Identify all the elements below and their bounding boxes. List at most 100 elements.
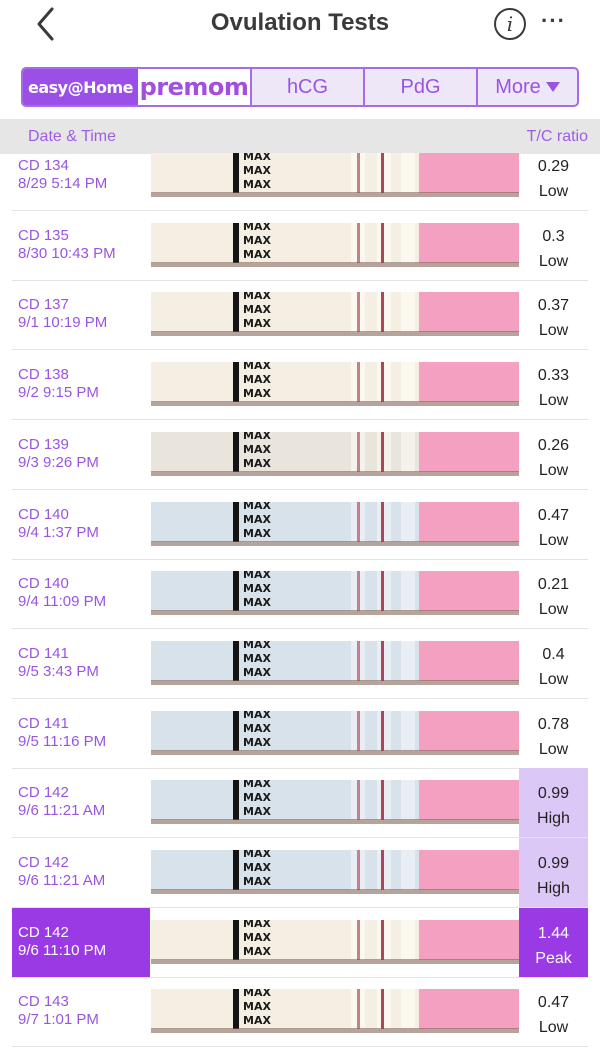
max-marker: MAX MAX MAX [243,780,271,818]
tc-ratio-value: 0.47 [537,507,570,524]
row-divider [12,698,588,699]
row-date-label: CD 142 9/6 11:21 AM [12,838,150,907]
test-row[interactable]: CD 143 9/7 1:01 PM MAX MAX MAX 0.47 Low [0,977,600,1047]
row-date-label: CD 142 9/6 11:21 AM [12,768,150,837]
tc-ratio-cell: 0.26 Low [519,420,588,489]
row-divider [12,1046,588,1047]
max-marker: MAX MAX MAX [243,362,271,400]
test-strip-image[interactable]: MAX MAX MAX [151,711,519,755]
test-strip-image[interactable]: MAX MAX MAX [151,641,519,685]
lh-level: Low [538,1019,569,1036]
test-strip-image[interactable]: MAX MAX MAX [151,223,519,267]
test-row[interactable]: CD 139 9/3 9:26 PM MAX MAX MAX 0.26 Low [0,420,600,490]
back-chevron-icon[interactable] [30,6,62,42]
test-row[interactable]: CD 142 9/6 11:21 AM MAX MAX MAX 0.99 High [0,838,600,908]
info-icon[interactable]: i [494,8,526,40]
tab-easy-at-home[interactable]: easy@Home [23,69,138,105]
row-divider [12,280,588,281]
test-strip-image[interactable]: MAX MAX MAX [151,292,519,336]
test-strip-image[interactable]: MAX MAX MAX [151,920,519,964]
lh-level: Low [538,392,569,409]
cycle-day: CD 143 [18,993,69,1010]
row-divider [12,628,588,629]
lh-level: Low [538,532,569,549]
tc-ratio-value: 0.21 [537,576,570,593]
tab-pdg[interactable]: PdG [363,69,476,105]
test-strip-image[interactable]: MAX MAX MAX [151,362,519,406]
tc-ratio-cell: 0.4 Low [519,629,588,698]
test-row[interactable]: CD 134 8/29 5:14 PM MAX MAX MAX 0.29 Low [0,141,600,211]
test-strip-image[interactable]: MAX MAX MAX [151,850,519,894]
test-row[interactable]: CD 135 8/30 10:43 PM MAX MAX MAX 0.3 Low [0,211,600,281]
test-row[interactable]: CD 140 9/4 1:37 PM MAX MAX MAX 0.47 Low [0,490,600,560]
tc-ratio-cell: 0.78 Low [519,699,588,768]
lh-level: Low [538,601,569,618]
tc-ratio-cell: 0.47 Low [519,490,588,559]
test-row[interactable]: CD 140 9/4 11:09 PM MAX MAX MAX 0.21 Low [0,559,600,629]
column-date-time: Date & Time [28,128,117,145]
tc-ratio-cell: 0.33 Low [519,350,588,419]
row-date-label: CD 135 8/30 10:43 PM [12,211,150,280]
test-row[interactable]: CD 142 9/6 11:10 PM MAX MAX MAX 1.44 Peak [0,908,600,978]
max-marker: MAX MAX MAX [243,989,271,1027]
row-divider [12,419,588,420]
test-row[interactable]: CD 141 9/5 3:43 PM MAX MAX MAX 0.4 Low [0,629,600,699]
cycle-day: CD 142 [18,784,69,801]
row-date-label: CD 141 9/5 11:16 PM [12,699,150,768]
tc-ratio-value: 0.99 [537,855,570,872]
test-strip-image[interactable]: MAX MAX MAX [151,780,519,824]
max-marker: MAX MAX MAX [243,223,271,261]
test-strip-image[interactable]: MAX MAX MAX [151,432,519,476]
tc-ratio-cell: 0.3 Low [519,211,588,280]
cycle-day: CD 140 [18,575,69,592]
nav-bar: Ovulation Tests i ··· [0,0,600,52]
test-datetime: 9/5 3:43 PM [18,663,99,680]
tc-ratio-value: 0.29 [537,158,570,175]
test-datetime: 9/5 11:16 PM [18,733,107,750]
test-row[interactable]: CD 142 9/6 11:21 AM MAX MAX MAX 0.99 High [0,768,600,838]
cycle-day: CD 139 [18,436,69,453]
test-strip-image[interactable]: MAX MAX MAX [151,571,519,615]
lh-level: Low [538,741,569,758]
test-datetime: 9/4 11:09 PM [18,593,107,610]
row-divider [12,907,588,908]
cycle-day: CD 141 [18,715,69,732]
test-datetime: 9/6 11:21 AM [18,872,106,889]
test-row[interactable]: CD 141 9/5 11:16 PM MAX MAX MAX 0.78 Low [0,699,600,769]
lh-level: Low [538,462,569,479]
row-divider [12,349,588,350]
tc-ratio-value: 0.26 [537,437,570,454]
test-row[interactable]: CD 138 9/2 9:15 PM MAX MAX MAX 0.33 Low [0,350,600,420]
tc-ratio-value: 0.37 [537,297,570,314]
more-options-icon[interactable]: ··· [541,8,566,33]
tc-ratio-cell: 0.47 Low [519,977,588,1046]
tab-more-label: More [495,75,541,98]
lh-level: Low [538,253,569,270]
row-divider [12,210,588,211]
tab-more[interactable]: More [476,69,577,105]
tab-premom[interactable]: premom [138,69,250,105]
cycle-day: CD 135 [18,227,69,244]
tc-ratio-value: 0.4 [542,646,565,663]
row-divider [12,768,588,769]
test-row[interactable]: CD 137 9/1 10:19 PM MAX MAX MAX 0.37 Low [0,280,600,350]
test-datetime: 9/4 1:37 PM [18,524,99,541]
tc-ratio-cell: 0.29 Low [519,141,588,210]
cycle-day: CD 142 [18,854,69,871]
row-date-label: CD 139 9/3 9:26 PM [12,420,150,489]
test-strip-image[interactable]: MAX MAX MAX [151,989,519,1033]
max-marker: MAX MAX MAX [243,641,271,679]
row-date-label: CD 137 9/1 10:19 PM [12,280,150,349]
test-strip-image[interactable]: MAX MAX MAX [151,502,519,546]
row-date-label: CD 142 9/6 11:10 PM [12,908,150,977]
lh-level: Low [538,183,569,200]
test-datetime: 8/29 5:14 PM [18,175,108,192]
tab-hcg[interactable]: hCG [250,69,363,105]
tc-ratio-value: 0.47 [537,994,570,1011]
test-strip-image[interactable]: MAX MAX MAX [151,153,519,197]
test-datetime: 9/1 10:19 PM [18,314,108,331]
tc-ratio-cell: 0.99 High [519,768,588,837]
row-divider [12,977,588,978]
tc-ratio-cell: 0.99 High [519,838,588,907]
cycle-day: CD 137 [18,296,69,313]
